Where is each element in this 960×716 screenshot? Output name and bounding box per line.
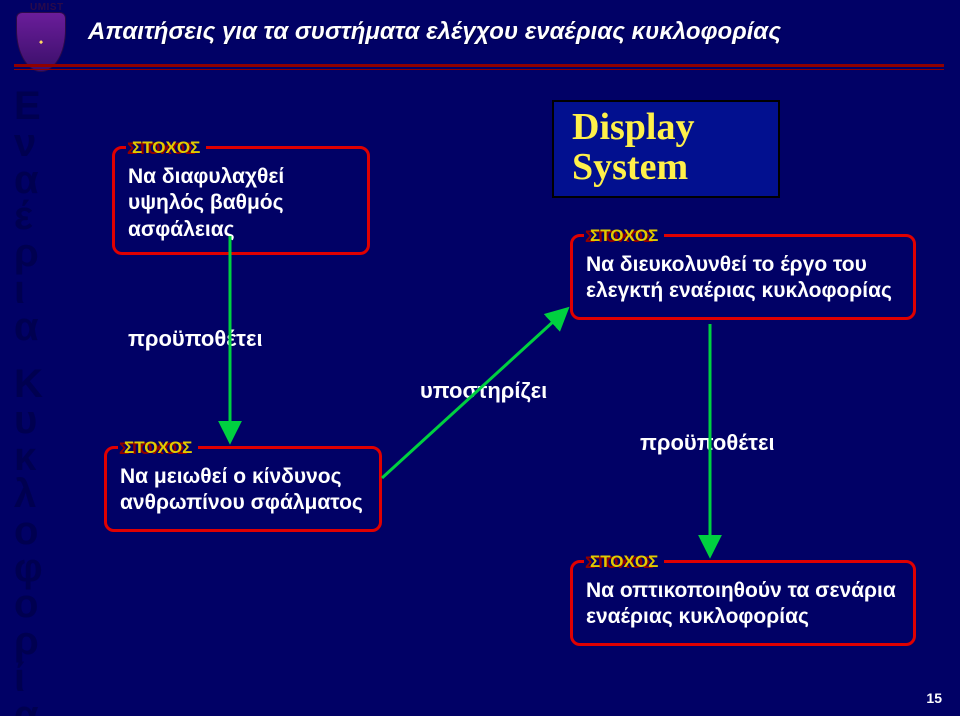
shield-icon: ⬩ — [16, 12, 66, 72]
goal-text: Να διευκολυνθεί το έργο του ελεγκτή εναέ… — [586, 253, 892, 302]
label-presupposes-right: προϋποθέτει — [640, 430, 775, 456]
logo: UMIST ⬩ — [16, 12, 64, 70]
goal-legend: ΣΤΟΧΟΣΣΤΟΧΟΣ — [126, 137, 206, 158]
goal-legend: ΣΤΟΧΟΣΣΤΟΧΟΣ — [584, 225, 664, 246]
display-system-box: Display System — [552, 100, 780, 198]
goal-safety: ΣΤΟΧΟΣΣΤΟΧΟΣ Να διαφυλαχθεί υψηλός βαθμό… — [112, 146, 370, 255]
title-underline — [14, 64, 944, 70]
goal-controller: ΣΤΟΧΟΣΣΤΟΧΟΣ Να διευκολυνθεί το έργο του… — [570, 234, 916, 320]
display-line2: System — [572, 148, 760, 188]
slide: UMIST ⬩ Απαιτήσεις για τα συστήματα ελέγ… — [0, 0, 960, 716]
label-supports: υποστηρίζει — [420, 378, 547, 404]
display-line1: Display — [572, 108, 760, 148]
goal-text: Να οπτικοποιηθούν τα σενάρια εναέριας κυ… — [586, 579, 896, 628]
page-title: Απαιτήσεις για τα συστήματα ελέγχου εναέ… — [88, 18, 781, 46]
goal-human-error: ΣΤΟΧΟΣΣΤΟΧΟΣ Να μειωθεί ο κίνδυνος ανθρω… — [104, 446, 382, 532]
vertical-label: Εναέρια Κυκλοφορία — [14, 88, 74, 716]
logo-text: UMIST — [30, 2, 64, 13]
goal-visualize: ΣΤΟΧΟΣΣΤΟΧΟΣ Να οπτικοποιηθούν τα σενάρι… — [570, 560, 916, 646]
goal-text: Να μειωθεί ο κίνδυνος ανθρωπίνου σφάλματ… — [120, 465, 363, 514]
goal-legend: ΣΤΟΧΟΣΣΤΟΧΟΣ — [584, 551, 664, 572]
goal-legend: ΣΤΟΧΟΣΣΤΟΧΟΣ — [118, 437, 198, 458]
label-presupposes-left: προϋποθέτει — [128, 326, 263, 352]
page-number: 15 — [926, 690, 942, 706]
goal-text: Να διαφυλαχθεί υψηλός βαθμός ασφάλειας — [128, 165, 284, 241]
